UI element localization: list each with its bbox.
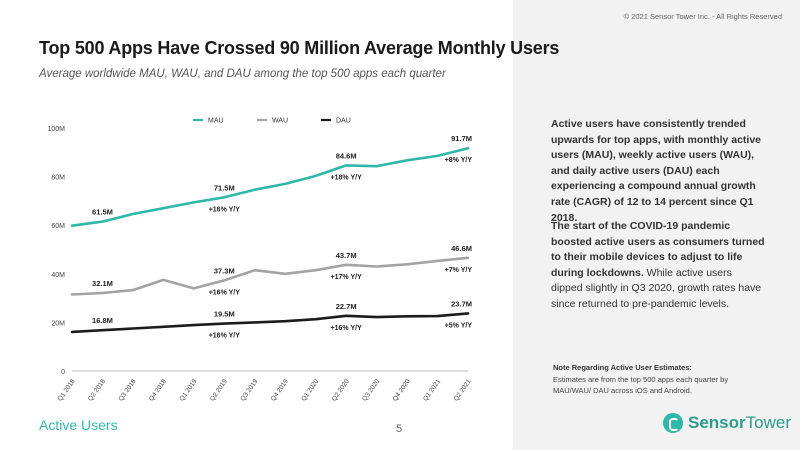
sensor-tower-logo-icon: [663, 413, 683, 433]
y-tick-label: 80M: [51, 175, 65, 182]
growth-label: +8% Y/Y: [445, 157, 473, 164]
growth-label: +5% Y/Y: [445, 322, 473, 329]
sidebar-paragraph-1-text: Active users have consistently trended u…: [551, 118, 762, 224]
x-tick-label: Q2 2021: [453, 378, 473, 403]
x-tick-label: Q1 2021: [422, 378, 442, 403]
x-tick-label: Q4 2020: [392, 378, 412, 403]
series-line-dau: [70, 312, 470, 334]
data-label: 61.5M: [92, 208, 113, 217]
data-label: 32.1M: [92, 279, 113, 288]
growth-label: +16% Y/Y: [331, 325, 363, 332]
y-tick-label: 0: [61, 369, 65, 376]
brand-name: SensorTower: [688, 413, 791, 433]
growth-label: +18% Y/Y: [331, 174, 363, 181]
data-label: 16.8M: [92, 316, 113, 325]
line-chart: 0 20M 40M 60M 80M 100M Q1 2018 Q2 2018 Q3 2018 Q4…: [47, 118, 473, 403]
sidebar-panel: [513, 0, 800, 450]
page-title: Top 500 Apps Have Crossed 90 Million Ave…: [39, 38, 560, 58]
sidebar-paragraph-2-light: While active users dipped slightly in Q3…: [551, 266, 762, 310]
legend-label-wau: WAU: [272, 118, 288, 125]
x-tick-label: Q2 2020: [331, 378, 351, 403]
y-tick-label: 40M: [51, 272, 65, 279]
x-tick-label: Q1 2020: [300, 378, 320, 403]
copyright: © 2021 Sensor Tower Inc. - All Rights Re…: [623, 12, 782, 21]
brand-name-b: Tower: [745, 413, 791, 432]
data-label: 71.5M: [214, 183, 235, 192]
y-tick-label: 20M: [51, 320, 65, 327]
x-tick-label: Q3 2019: [239, 378, 259, 403]
data-label: 84.6M: [336, 151, 357, 160]
growth-label: +7% Y/Y: [445, 267, 473, 274]
x-tick-label: Q2 2019: [209, 378, 229, 403]
data-label: 23.7M: [451, 299, 472, 308]
sidebar-paragraph-1: Active users have consistently trended u…: [551, 117, 766, 226]
data-label: 43.7M: [336, 251, 357, 260]
data-label: 22.7M: [336, 302, 357, 311]
data-label: 19.5M: [214, 310, 235, 319]
sidebar-paragraph-2-bold: The start of the COVID-19 pandemic boost…: [551, 220, 765, 279]
note-title: Note Regarding Active User Estimates:: [553, 363, 692, 372]
legend-label-dau: DAU: [336, 118, 351, 125]
brand-logo: SensorTower: [663, 413, 791, 433]
growth-label: +16% Y/Y: [209, 333, 241, 340]
x-tick-label: Q1 2019: [178, 378, 198, 403]
series-line-mau: [70, 146, 470, 227]
page-subtitle: Average worldwide MAU, WAU, and DAU amon…: [39, 68, 446, 80]
page-number: 5: [396, 423, 403, 435]
section-label: Active Users: [39, 417, 118, 433]
y-tick-label: 100M: [47, 126, 65, 133]
x-tick-label: Q3 2020: [361, 378, 381, 403]
brand-name-a: Sensor: [688, 413, 746, 432]
data-label: 46.6M: [451, 244, 472, 253]
growth-label: +16% Y/Y: [209, 289, 241, 296]
x-tick-label: Q2 2018: [87, 378, 107, 403]
data-label: 37.3M: [214, 266, 235, 275]
y-tick-label: 60M: [51, 223, 65, 230]
x-tick-label: Q1 2018: [57, 378, 77, 403]
note-body: Estimates are from the top 500 apps each…: [553, 375, 729, 395]
sidebar-paragraph-2: The start of the COVID-19 pandemic boost…: [551, 219, 766, 313]
growth-label: +17% Y/Y: [331, 274, 363, 281]
data-label: 91.7M: [451, 134, 472, 143]
series-line-wau: [70, 256, 470, 296]
x-tick-label: Q4 2019: [270, 378, 290, 403]
growth-label: +16% Y/Y: [209, 206, 241, 213]
legend-label-mau: MAU: [208, 118, 224, 125]
x-tick-label: Q3 2018: [118, 378, 138, 403]
x-tick-label: Q4 2018: [148, 378, 168, 403]
